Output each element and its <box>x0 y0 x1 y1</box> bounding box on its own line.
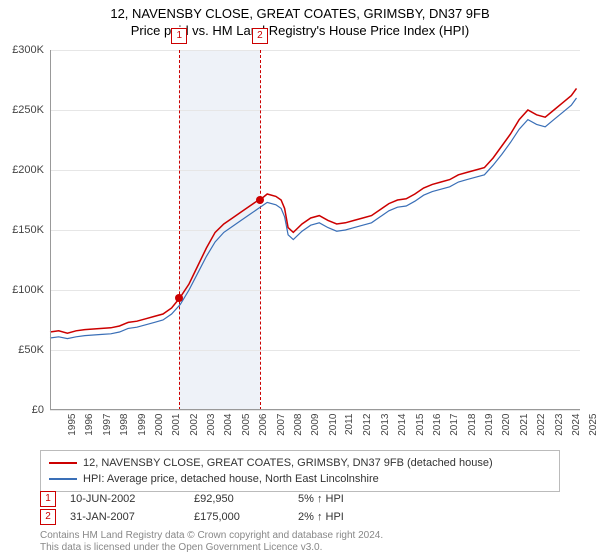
annotation-row: 1 10-JUN-2002 £92,950 5% ↑ HPI <box>40 490 560 508</box>
x-tick-label: 2009 <box>310 414 321 436</box>
x-tick-label: 2021 <box>519 414 530 436</box>
marker-dot-2 <box>256 196 264 204</box>
legend-label: 12, NAVENSBY CLOSE, GREAT COATES, GRIMSB… <box>83 457 493 469</box>
annotation-pct: 5% ↑ HPI <box>298 493 388 505</box>
annotation-price: £92,950 <box>194 493 284 505</box>
x-tick-label: 2020 <box>501 414 512 436</box>
x-tick-label: 2006 <box>258 414 269 436</box>
x-tick-label: 2022 <box>536 414 547 436</box>
x-tick-label: 2008 <box>293 414 304 436</box>
x-tick-label: 1997 <box>102 414 113 436</box>
x-tick-label: 2012 <box>362 414 373 436</box>
chart-container: 12, NAVENSBY CLOSE, GREAT COATES, GRIMSB… <box>0 0 600 560</box>
chart-title: 12, NAVENSBY CLOSE, GREAT COATES, GRIMSB… <box>0 0 600 21</box>
y-axis-line <box>50 50 51 410</box>
x-axis-line <box>50 409 580 410</box>
footer-attribution: Contains HM Land Registry data © Crown c… <box>40 530 383 554</box>
x-tick-label: 2001 <box>171 414 182 436</box>
y-tick-label: £250K <box>12 104 44 116</box>
annotation-date: 31-JAN-2007 <box>70 511 180 523</box>
marker-dot-1 <box>175 294 183 302</box>
x-tick-label: 2007 <box>275 414 286 436</box>
y-tick-label: £100K <box>12 284 44 296</box>
x-tick-label: 1995 <box>67 414 78 436</box>
plot-area: 1 2 <box>50 50 580 410</box>
annotation-marker-icon: 2 <box>40 509 56 525</box>
x-tick-label: 2016 <box>432 414 443 436</box>
series-line <box>50 98 577 339</box>
y-tick-label: £150K <box>12 224 44 236</box>
legend-item: 12, NAVENSBY CLOSE, GREAT COATES, GRIMSB… <box>49 455 551 471</box>
legend-swatch <box>49 478 77 480</box>
annotation-date: 10-JUN-2002 <box>70 493 180 505</box>
x-tick-label: 2013 <box>380 414 391 436</box>
marker-box-2: 2 <box>252 28 268 44</box>
annotation-pct: 2% ↑ HPI <box>298 511 388 523</box>
x-tick-label: 2015 <box>414 414 425 436</box>
legend-label: HPI: Average price, detached house, Nort… <box>83 473 379 485</box>
y-tick-label: £300K <box>12 44 44 56</box>
annotation-price: £175,000 <box>194 511 284 523</box>
x-tick-label: 2011 <box>344 414 355 436</box>
x-tick-label: 2003 <box>206 414 217 436</box>
x-tick-label: 2005 <box>241 414 252 436</box>
x-tick-label: 1998 <box>119 414 130 436</box>
x-tick-label: 2023 <box>553 414 564 436</box>
y-axis-labels: £0£50K£100K£150K£200K£250K£300K <box>0 50 48 410</box>
footer-line: This data is licensed under the Open Gov… <box>40 542 383 554</box>
series-line <box>50 88 577 333</box>
y-tick-label: £200K <box>12 164 44 176</box>
annotation-row: 2 31-JAN-2007 £175,000 2% ↑ HPI <box>40 508 560 526</box>
chart-subtitle: Price paid vs. HM Land Registry's House … <box>0 21 600 38</box>
x-tick-label: 2002 <box>188 414 199 436</box>
line-series-svg <box>50 50 580 410</box>
x-tick-label: 2000 <box>154 414 165 436</box>
x-tick-label: 2018 <box>466 414 477 436</box>
legend-swatch <box>49 462 77 464</box>
legend: 12, NAVENSBY CLOSE, GREAT COATES, GRIMSB… <box>40 450 560 492</box>
x-tick-label: 1999 <box>136 414 147 436</box>
x-tick-label: 2004 <box>223 414 234 436</box>
annotation-table: 1 10-JUN-2002 £92,950 5% ↑ HPI 2 31-JAN-… <box>40 490 560 526</box>
x-tick-label: 1996 <box>84 414 95 436</box>
footer-line: Contains HM Land Registry data © Crown c… <box>40 530 383 542</box>
y-tick-label: £50K <box>18 344 44 356</box>
x-tick-label: 2019 <box>484 414 495 436</box>
x-tick-label: 2014 <box>397 414 408 436</box>
x-tick-label: 2010 <box>327 414 338 436</box>
x-tick-label: 2025 <box>588 414 599 436</box>
x-tick-label: 2024 <box>571 414 582 436</box>
legend-item: HPI: Average price, detached house, Nort… <box>49 471 551 487</box>
annotation-marker-icon: 1 <box>40 491 56 507</box>
x-tick-label: 2017 <box>449 414 460 436</box>
y-tick-label: £0 <box>32 404 44 416</box>
marker-box-1: 1 <box>171 28 187 44</box>
